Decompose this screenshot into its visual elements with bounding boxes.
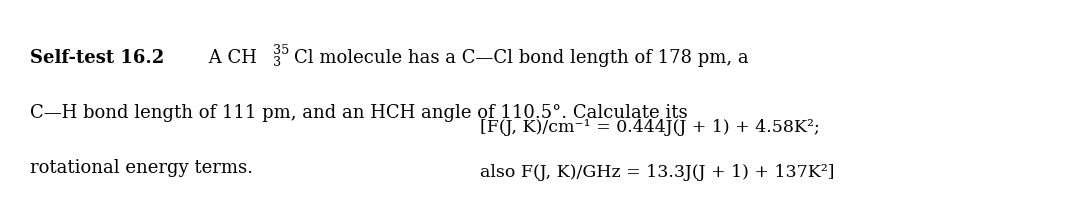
Text: [F(J, K)/cm⁻¹ = 0.444J(J + 1) + 4.58K²;: [F(J, K)/cm⁻¹ = 0.444J(J + 1) + 4.58K²; <box>480 119 820 136</box>
Text: 3: 3 <box>273 56 281 69</box>
Text: C—H bond length of 111 pm, and an HCH angle of 110.5°. Calculate its: C—H bond length of 111 pm, and an HCH an… <box>30 104 688 122</box>
Text: also F(J, K)/GHz = 13.3J(J + 1) + 137K²]: also F(J, K)/GHz = 13.3J(J + 1) + 137K²] <box>480 164 835 181</box>
Text: Self-test 16.2: Self-test 16.2 <box>30 49 164 67</box>
Text: A CH: A CH <box>203 49 257 67</box>
Text: Cl molecule has a C—Cl bond length of 178 pm, a: Cl molecule has a C—Cl bond length of 17… <box>294 49 748 67</box>
Text: rotational energy terms.: rotational energy terms. <box>30 159 253 177</box>
Text: 35: 35 <box>273 44 289 57</box>
